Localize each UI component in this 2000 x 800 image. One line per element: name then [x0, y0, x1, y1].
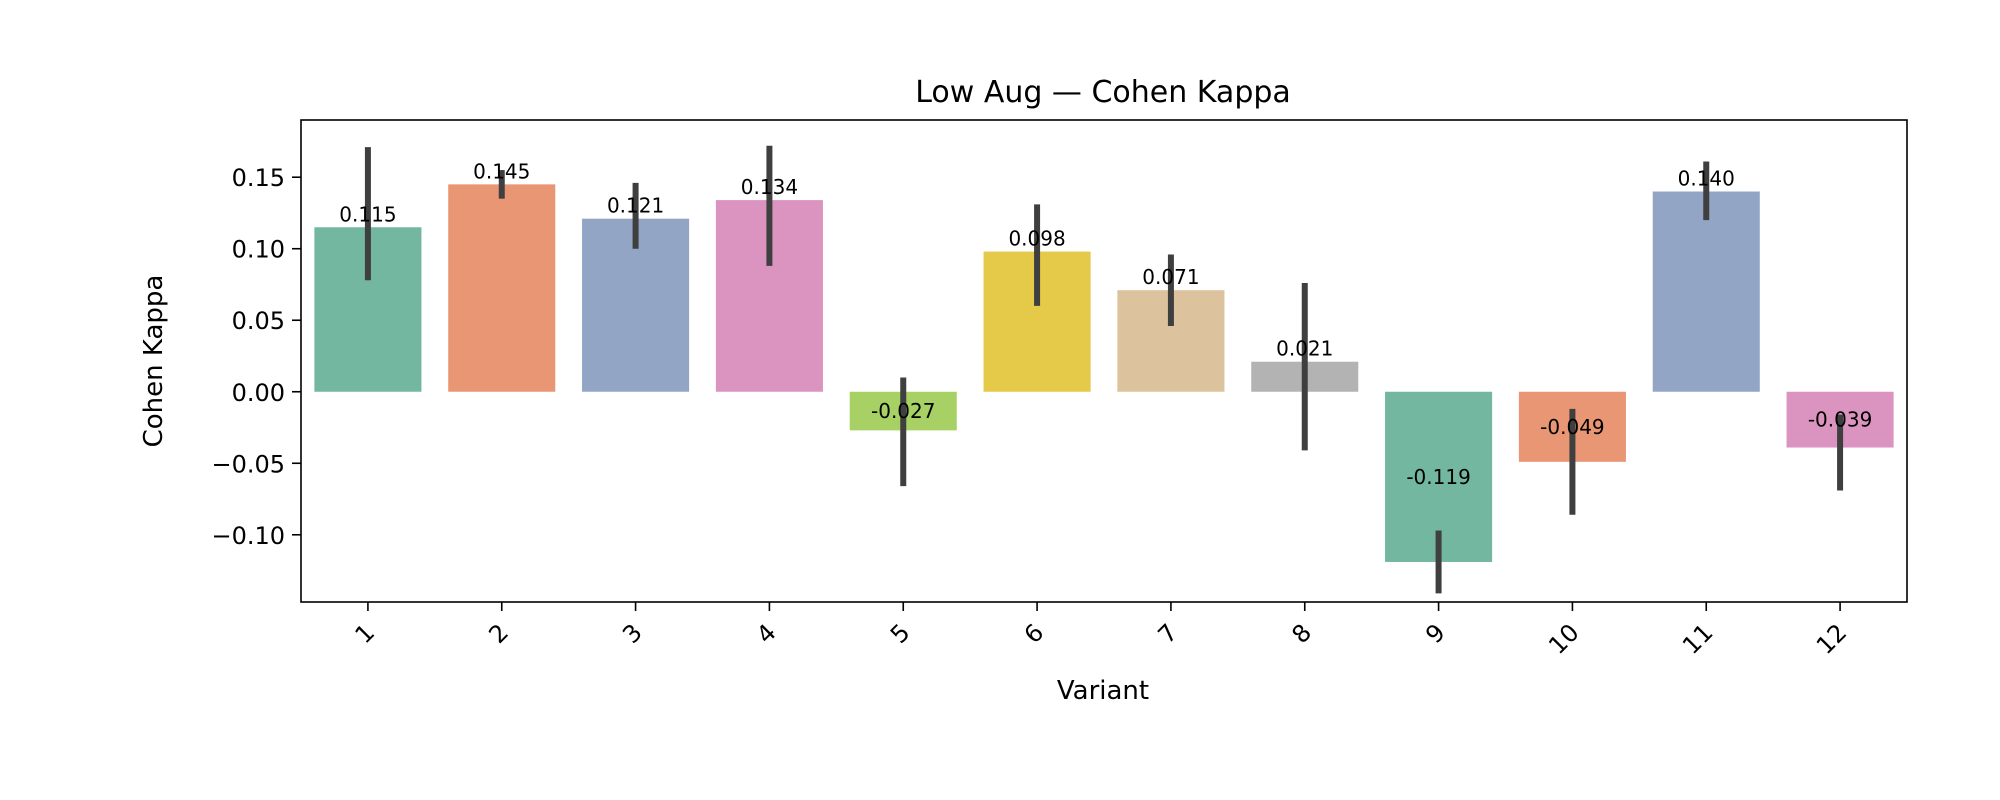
value-label-6: 0.098 — [1008, 227, 1065, 251]
value-label-8: 0.021 — [1276, 337, 1333, 361]
value-label-1: 0.115 — [339, 202, 396, 226]
plot-area-frame — [300, 119, 1908, 603]
y-tick-label: 0.05 — [232, 307, 285, 335]
x-tick-label-11: 11 — [1677, 618, 1718, 659]
y-tick-label: 0.10 — [232, 236, 285, 264]
value-label-2: 0.145 — [473, 159, 530, 183]
y-axis-label: Cohen Kappa — [139, 275, 169, 448]
x-tick-label-3: 3 — [617, 618, 648, 649]
x-tick-label-10: 10 — [1543, 618, 1584, 659]
x-tick-label-7: 7 — [1153, 618, 1184, 649]
x-tick-label-9: 9 — [1420, 618, 1451, 649]
x-tick-label-12: 12 — [1811, 618, 1852, 659]
x-axis-label: Variant — [1057, 676, 1149, 706]
value-label-4: 0.134 — [741, 175, 798, 199]
x-tick-label-1: 1 — [350, 618, 381, 649]
value-label-11: 0.140 — [1678, 167, 1735, 191]
x-tick-label-6: 6 — [1019, 618, 1050, 649]
value-label-5: -0.027 — [871, 399, 935, 423]
value-label-7: 0.071 — [1142, 265, 1199, 289]
bar-2 — [448, 184, 556, 392]
chart-title: Low Aug — Cohen Kappa — [915, 75, 1291, 110]
x-tick-label-2: 2 — [483, 618, 514, 649]
y-tick-label: −0.10 — [211, 522, 285, 550]
x-tick-label-8: 8 — [1286, 618, 1317, 649]
error-bars-layer — [364, 145, 1844, 594]
x-axis: 1 2 3 4 5 6 7 8 9 10 11 12 — [350, 602, 1852, 660]
value-label-12: -0.039 — [1808, 408, 1872, 432]
x-tick-label-4: 4 — [751, 618, 782, 649]
bar-11 — [1652, 191, 1760, 392]
value-labels-layer: 0.115 0.145 0.121 0.134 -0.027 0.098 0.071 0.02… — [339, 159, 1872, 488]
value-label-10: -0.049 — [1540, 415, 1604, 439]
x-tick-label-5: 5 — [885, 618, 916, 649]
value-label-3: 0.121 — [607, 194, 664, 218]
y-tick-label: 0.00 — [232, 379, 285, 407]
y-tick-label: 0.15 — [232, 164, 285, 192]
bars-layer — [314, 184, 1894, 562]
y-axis: 0.15 0.10 0.05 0.00 −0.05 −0.10 — [211, 164, 301, 550]
y-tick-label: −0.05 — [211, 450, 285, 478]
value-label-9: -0.119 — [1406, 465, 1470, 489]
